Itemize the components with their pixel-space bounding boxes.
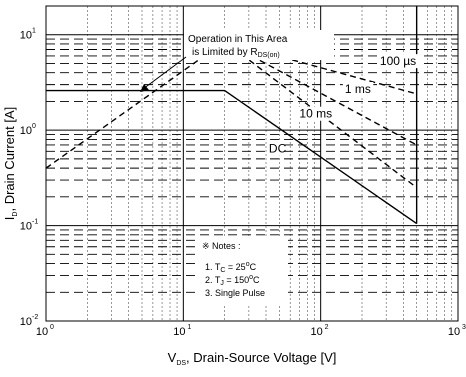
- x-tick-exponent: 1: [187, 324, 191, 331]
- x-tick-label: 10: [448, 326, 460, 338]
- curve-label: 100 µs: [380, 54, 416, 68]
- note-item-3: 3. Single Pulse: [205, 288, 265, 298]
- y-tick-exponent: -1: [32, 219, 38, 226]
- annotation-arrow: [142, 56, 187, 90]
- note-item-1: 1. TC = 25oC: [205, 261, 257, 274]
- curve-label: 10 ms: [299, 107, 332, 121]
- y-tick-label: 10: [20, 221, 32, 233]
- x-tick-exponent: 2: [325, 324, 329, 331]
- annotation-line-1: Operation in This Area: [188, 34, 288, 45]
- curve-10-ms: [45, 40, 418, 189]
- annotation-arrowhead: [140, 84, 149, 92]
- notes-background: [198, 237, 288, 305]
- curve-label-bg: [342, 82, 374, 97]
- rdson-annotation: Operation in This Area is Limited by RDS…: [140, 30, 334, 92]
- y-tick-label: 10: [20, 30, 32, 42]
- curve-label-bg: [297, 106, 335, 121]
- tick-labels: 10 0 10 1 10 2 10 310 -210 -110 010 1: [20, 28, 466, 338]
- y-axis-label: ID, Drain Current [A]: [2, 107, 19, 220]
- curve-labels: 100 µs 1 ms 10 ms DC: [266, 54, 422, 156]
- x-axis-label: VDS, Drain-Source Voltage [V]: [168, 350, 337, 367]
- curve-label: 1 ms: [345, 82, 371, 96]
- y-tick-exponent: 1: [32, 28, 36, 35]
- annotation-line-2: is Limited by RDS(on): [192, 47, 280, 59]
- note-item-2: 2. TJ = 150oC: [205, 274, 260, 287]
- x-tick-label: 10: [311, 326, 323, 338]
- curve-dc: [46, 89, 418, 225]
- y-tick-exponent: -2: [32, 314, 38, 321]
- x-tick-label: 10: [36, 326, 48, 338]
- y-tick-label: 10: [20, 125, 32, 137]
- plot-frame: [45, 5, 459, 322]
- x-tick-label: 10: [173, 326, 185, 338]
- curve-label: DC: [269, 142, 287, 156]
- notes-title: ※ Notes :: [202, 241, 241, 251]
- curve-label-bg: [266, 141, 285, 156]
- annotation-background: [184, 30, 334, 60]
- x-tick-exponent: 3: [462, 324, 466, 331]
- y-tick-label: 10: [20, 316, 32, 328]
- x-tick-exponent: 0: [50, 324, 54, 331]
- curve-label-bg: [377, 54, 422, 69]
- notes-box: ※ Notes : 1. TC = 25oC 2. TJ = 150oC 3. …: [198, 237, 288, 305]
- y-tick-exponent: 0: [32, 123, 36, 130]
- curve-1-ms: [224, 40, 417, 146]
